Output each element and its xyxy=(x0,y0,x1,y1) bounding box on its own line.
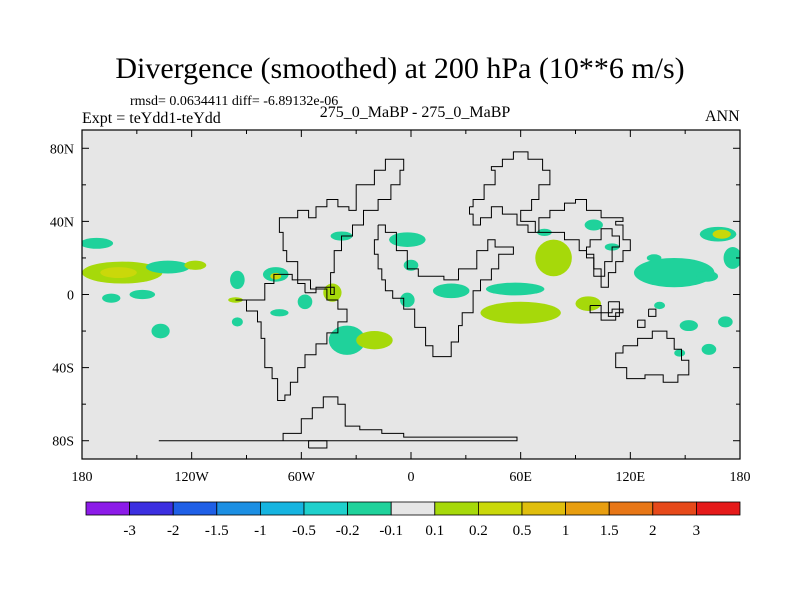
contour-blob xyxy=(696,270,719,282)
contour-blob xyxy=(184,260,207,270)
contour-blob xyxy=(400,292,415,308)
contour-blob xyxy=(323,283,342,302)
colorbar-label: -2 xyxy=(167,523,180,539)
colorbar-label: 0.5 xyxy=(513,523,532,539)
contour-blob xyxy=(718,316,733,328)
contour-blob xyxy=(230,270,245,290)
contour-blob xyxy=(674,349,686,357)
contour-blob xyxy=(723,246,740,269)
contour-blob xyxy=(575,296,602,311)
expt-label: Expt = teYdd1-teYdd xyxy=(82,110,221,127)
continent-outline xyxy=(235,273,348,401)
colorbar: -3 -2 -1.5 -1 -0.5 -0.2 -0.1 0.1 0.2 0.5 1 1.5 2 3 xyxy=(85,501,741,539)
continent-outline xyxy=(278,158,405,294)
colorbar-swatch xyxy=(696,501,741,516)
colorbar-label: -0.5 xyxy=(292,523,316,539)
continent-outline xyxy=(637,319,646,328)
contour-blob xyxy=(151,323,170,339)
colorbar-swatch xyxy=(390,501,436,516)
case-label: 275_0_MaBP - 275_0_MaBP xyxy=(319,104,511,121)
contour-blob xyxy=(485,282,545,296)
contour-blob xyxy=(654,301,666,310)
y-tick-label: 40N xyxy=(50,215,74,230)
colorbar-label: 1.5 xyxy=(600,523,619,539)
contour-blob xyxy=(102,293,121,303)
season-label: ANN xyxy=(705,108,740,125)
contour-blob xyxy=(231,317,243,327)
continent-outline xyxy=(330,286,335,295)
contour-blob xyxy=(480,301,561,324)
chart-title: Divergence (smoothed) at 200 hPa (10**6 … xyxy=(115,52,685,85)
colorbar-swatch xyxy=(216,501,261,516)
contour-fill-layer xyxy=(82,219,740,357)
continent-outline xyxy=(648,308,657,317)
continent-outline xyxy=(586,228,620,277)
contour-blob xyxy=(535,239,572,277)
continent-outline xyxy=(589,305,624,321)
stats-text: rmsd= 0.0634411 diff= -6.89132e-06 xyxy=(130,94,339,109)
colorbar-label: -3 xyxy=(123,523,136,539)
colorbar-swatch xyxy=(85,501,130,516)
y-tick-label: 40S xyxy=(52,362,74,377)
colorbar-label: -1.5 xyxy=(205,523,229,539)
x-tick-label: 60W xyxy=(288,470,316,485)
contour-blob xyxy=(270,309,289,317)
x-tick-label: 120E xyxy=(616,470,646,485)
contour-blob xyxy=(584,219,603,231)
x-tick-label: 0 xyxy=(408,470,415,485)
x-tick-label: 60E xyxy=(509,470,532,485)
continent-outline xyxy=(308,440,328,449)
colorbar-label: 1 xyxy=(562,523,570,539)
y-tick-label: 80N xyxy=(50,142,74,157)
continent-outline-layer xyxy=(158,151,690,449)
contour-blob xyxy=(100,267,137,279)
colorbar-swatch xyxy=(129,501,174,516)
colorbar-label: -1 xyxy=(254,523,267,539)
contour-blob xyxy=(297,294,313,310)
contour-blob xyxy=(432,283,470,299)
continent-outline xyxy=(158,396,518,442)
contour-blob xyxy=(633,257,715,288)
x-tick-label: 180 xyxy=(730,470,751,485)
colorbar-swatch xyxy=(172,501,218,516)
axis-layer: 180 120W 60W 0 60E 120E 180 80N 40N 0 40S 80S xyxy=(50,130,751,485)
colorbar-label: 0.1 xyxy=(425,523,444,539)
continent-outline xyxy=(469,151,631,288)
colorbar-swatch xyxy=(477,501,523,516)
colorbar-swatch xyxy=(608,501,654,516)
continent-outline xyxy=(615,330,690,383)
colorbar-label: 3 xyxy=(693,523,701,539)
colorbar-swatch xyxy=(565,501,610,516)
colorbar-label: 2 xyxy=(649,523,657,539)
colorbar-label: -0.2 xyxy=(336,523,360,539)
y-tick-label: 0 xyxy=(67,289,74,304)
y-tick-label: 80S xyxy=(52,435,74,450)
colorbar-label: -0.1 xyxy=(379,523,403,539)
colorbar-swatch xyxy=(521,501,566,516)
contour-blob xyxy=(82,237,114,249)
contour-blob xyxy=(356,331,393,350)
continent-outline xyxy=(607,301,620,317)
colorbar-swatch xyxy=(303,501,348,516)
contour-blob xyxy=(701,343,717,355)
x-tick-label: 120W xyxy=(175,470,210,485)
colorbar-label: 0.2 xyxy=(469,523,488,539)
contour-blob xyxy=(679,320,698,332)
contour-blob xyxy=(712,229,731,239)
colorbar-swatch xyxy=(347,501,392,516)
colorbar-swatch xyxy=(434,501,479,516)
contour-blob xyxy=(145,260,190,274)
colorbar-swatch xyxy=(652,501,697,516)
contour-blob xyxy=(129,289,156,300)
continent-outline xyxy=(373,224,514,358)
contour-blob xyxy=(389,232,426,247)
x-tick-label: 180 xyxy=(72,470,93,485)
colorbar-swatch xyxy=(259,501,305,516)
